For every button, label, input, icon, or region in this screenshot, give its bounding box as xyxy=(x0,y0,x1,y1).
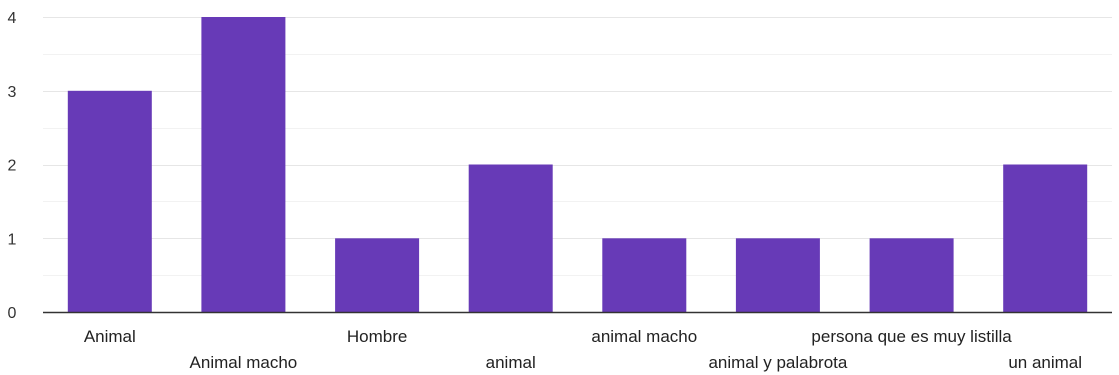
x-category-label-4: animal xyxy=(486,353,536,372)
bar-4 xyxy=(468,164,553,312)
bar-1 xyxy=(67,90,152,313)
y-tick-label-4: 4 xyxy=(8,10,17,27)
x-category-label-3: Hombre xyxy=(347,327,407,346)
bar-2 xyxy=(201,17,286,312)
x-category-label-8: un animal xyxy=(1008,353,1082,372)
bar-7 xyxy=(869,238,954,313)
bar-layer xyxy=(67,17,1088,313)
bar-5 xyxy=(602,238,687,313)
bar-6 xyxy=(735,238,820,313)
y-tick-label-1: 1 xyxy=(8,231,17,248)
y-tick-label-2: 2 xyxy=(8,158,17,175)
y-tick-label-3: 3 xyxy=(8,84,17,101)
x-category-label-5: animal macho xyxy=(591,327,697,346)
x-category-label-7: persona que es muy listilla xyxy=(811,327,1012,346)
x-category-label-1: Animal xyxy=(84,327,136,346)
bar-8 xyxy=(1003,164,1088,312)
y-tick-label-0: 0 xyxy=(8,305,17,322)
x-category-label-2: Animal macho xyxy=(190,353,298,372)
label-layer: 0 1 2 3 4 Animal Animal macho Hombre animal anima… xyxy=(8,10,1083,372)
bar-3 xyxy=(335,238,420,313)
x-category-label-6: animal y palabrota xyxy=(708,353,847,372)
